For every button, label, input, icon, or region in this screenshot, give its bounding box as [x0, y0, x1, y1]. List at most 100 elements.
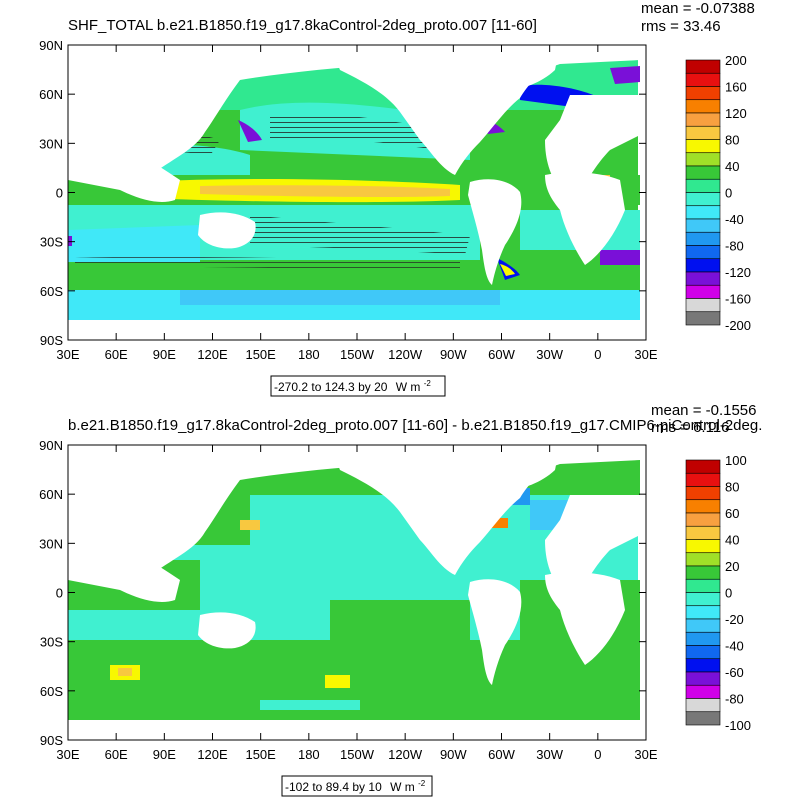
- colorbar-swatch: [685, 539, 721, 554]
- x-tick-label: 0: [594, 347, 601, 362]
- land-south-america: [468, 179, 522, 285]
- ocean-patch: [600, 250, 640, 265]
- colorbar: [685, 459, 721, 726]
- ocean-patch: [200, 185, 450, 198]
- colorbar-swatch: [685, 139, 721, 154]
- colorbar-label: -200: [725, 318, 751, 333]
- land-north-america: [330, 445, 640, 575]
- colorbar-label: 40: [725, 159, 739, 174]
- colorbar-labels: 100 80 60 40 20 0 -20 -40 -60 -80 -100: [725, 453, 751, 733]
- colorbar-swatch: [685, 178, 721, 193]
- colorbar-label: 20: [725, 559, 739, 574]
- y-tick-label: 0: [56, 586, 63, 601]
- land-africa: [545, 572, 625, 665]
- x-tick-label: 30W: [536, 347, 563, 362]
- y-tick-label: 60N: [39, 487, 63, 502]
- x-tick-label: 120E: [197, 747, 228, 762]
- y-tick-label: 90S: [40, 333, 63, 348]
- y-tick-label: 30S: [40, 235, 63, 250]
- y-tick-label: 60S: [40, 284, 63, 299]
- colorbar-swatch: [685, 165, 721, 180]
- contour-band: [75, 256, 460, 272]
- colorbar-label: 120: [725, 106, 747, 121]
- colorbar-swatch: [685, 698, 721, 713]
- plot-title: b.e21.B1850.f19_g17.8kaControl-2deg_prot…: [68, 417, 762, 434]
- x-tick-label: 30E: [56, 347, 79, 362]
- colorbar-swatch: [685, 499, 721, 514]
- x-tick-label: 120W: [388, 747, 423, 762]
- colorbar-swatch: [685, 311, 721, 326]
- colorbar-swatch: [685, 59, 721, 74]
- ocean-patch: [238, 120, 262, 142]
- colorbar-swatch: [685, 218, 721, 233]
- ocean-patch: [325, 675, 350, 688]
- ocean-patch: [260, 700, 360, 710]
- colorbar-swatch: [685, 152, 721, 167]
- range-label-units: W m: [390, 780, 415, 794]
- map-area: [67, 444, 647, 741]
- colorbar-label: 80: [725, 133, 739, 148]
- colorbar-swatch: [685, 298, 721, 313]
- colorbar-label: -40: [725, 639, 744, 654]
- x-tick-label: 180: [298, 347, 320, 362]
- land-eurasia-europe: [545, 95, 640, 190]
- x-tick-label: 30W: [536, 747, 563, 762]
- x-tick-label: 90E: [153, 347, 176, 362]
- colorbar-swatch: [685, 525, 721, 540]
- x-tick-label: 30E: [56, 747, 79, 762]
- colorbar-label: 100: [725, 453, 747, 468]
- y-tick-label: 60S: [40, 684, 63, 699]
- colorbar-swatch: [685, 192, 721, 207]
- x-tick-label: 150W: [340, 347, 375, 362]
- colorbar-label: 0: [725, 586, 732, 601]
- land-asia-se: [68, 150, 180, 202]
- land-antarctica: [68, 720, 640, 740]
- colorbar-label: 80: [725, 480, 739, 495]
- x-tick-labels: 30E 60E 90E 120E 150E 180 150W 120W 90W …: [56, 747, 657, 762]
- y-tick-label: 90S: [40, 733, 63, 748]
- x-tick-label: 150E: [245, 747, 276, 762]
- colorbar-label: 60: [725, 506, 739, 521]
- colorbar-label: 200: [725, 53, 747, 68]
- colorbar-swatch: [685, 671, 721, 686]
- colorbar-swatch: [685, 486, 721, 501]
- x-tick-labels: 30E 60E 90E 120E 150E 180 150W 120W 90W …: [56, 347, 657, 362]
- ocean-patch: [118, 668, 132, 676]
- colorbar-label: -20: [725, 612, 744, 627]
- x-tick-label: 120W: [388, 347, 423, 362]
- x-tick-label: 60E: [105, 347, 128, 362]
- panel-difference: b.e21.B1850.f19_g17.8kaControl-2deg_prot…: [39, 402, 762, 797]
- colorbar-swatch: [685, 684, 721, 699]
- x-tick-label: 0: [594, 747, 601, 762]
- range-label-text: -270.2 to 124.3 by 20: [274, 380, 388, 394]
- land-north-america: [330, 45, 640, 175]
- colorbar-label: -60: [725, 665, 744, 680]
- x-tick-label: 150E: [245, 347, 276, 362]
- rms-stat: rms = 6.116: [651, 419, 730, 436]
- contour-lines: [75, 113, 470, 272]
- y-tick-labels: 90N 60N 30N 0 30S 60S 90S: [39, 438, 63, 748]
- ocean-patch: [610, 66, 640, 84]
- colorbar-label: -80: [725, 692, 744, 707]
- land-south-america: [468, 579, 522, 685]
- colorbar-label: -160: [725, 292, 751, 307]
- colorbar-swatch: [685, 86, 721, 101]
- range-label: -270.2 to 124.3 by 20 W m -2: [274, 379, 431, 394]
- land-eurasia-europe: [545, 495, 640, 590]
- range-label-box: -102 to 89.4 by 10 W m -2: [281, 775, 433, 797]
- colorbar-labels: 200 160 120 80 40 0 -40 -80 -120 -160 -2…: [725, 53, 751, 333]
- colorbar: [685, 59, 721, 326]
- y-tick-label: 0: [56, 186, 63, 201]
- ocean-patch: [240, 520, 260, 530]
- y-tick-labels: 90N 60N 30N 0 30S 60S 90S: [39, 38, 63, 348]
- x-tick-label: 30E: [634, 747, 657, 762]
- x-tick-label: 60W: [488, 347, 515, 362]
- land-greenland: [490, 45, 560, 90]
- contour-band: [270, 113, 440, 150]
- ocean-patch: [180, 290, 500, 305]
- land-africa: [545, 172, 625, 265]
- colorbar-swatch: [685, 645, 721, 660]
- axis-ticks: [67, 44, 647, 341]
- y-tick-label: 60N: [39, 87, 63, 102]
